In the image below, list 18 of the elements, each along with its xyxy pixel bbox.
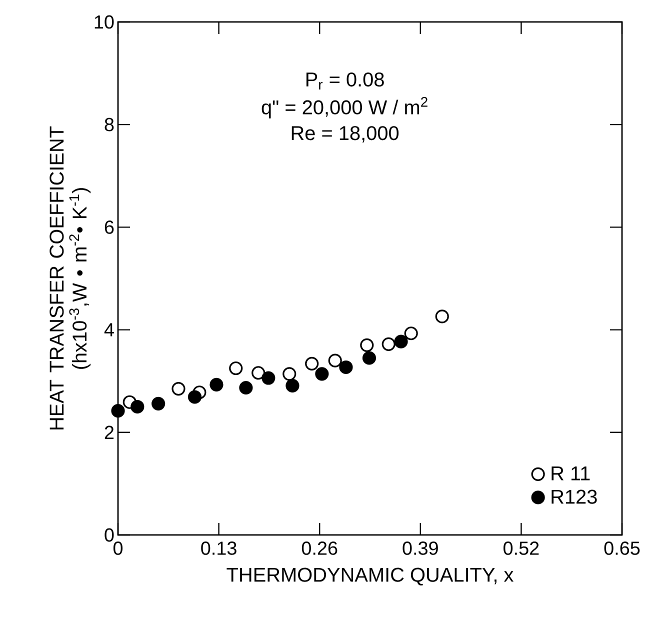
- annotation: Re = 18,000: [292, 126, 399, 143]
- x-axis-title: THERMODYNAMIC QUALITY, x: [226, 568, 514, 586]
- x-tick-label: 0.65: [604, 542, 640, 555]
- y-tick-label: 2: [104, 426, 114, 439]
- y-tick-label: 10: [94, 15, 114, 29]
- x-tick-label: 0.26: [302, 542, 338, 555]
- annotation: P$_{r}$ = 0.08: [306, 72, 384, 90]
- y-tick-label: 4: [104, 323, 114, 336]
- legend-label: R 11: [552, 466, 590, 480]
- x-tick-label: 0.13: [201, 542, 236, 555]
- x-tick-label: 0.52: [504, 542, 539, 555]
- y-tick-label: 0: [104, 528, 114, 542]
- y-tick-label: 8: [104, 118, 114, 132]
- y-tick-label: 6: [104, 220, 114, 234]
- x-tick-label: 0.39: [402, 542, 438, 555]
- annotation: q" = 20,000 W / m$^{2}$: [262, 96, 428, 118]
- legend-label: R123: [552, 490, 597, 504]
- x-tick-label: 0: [113, 542, 123, 555]
